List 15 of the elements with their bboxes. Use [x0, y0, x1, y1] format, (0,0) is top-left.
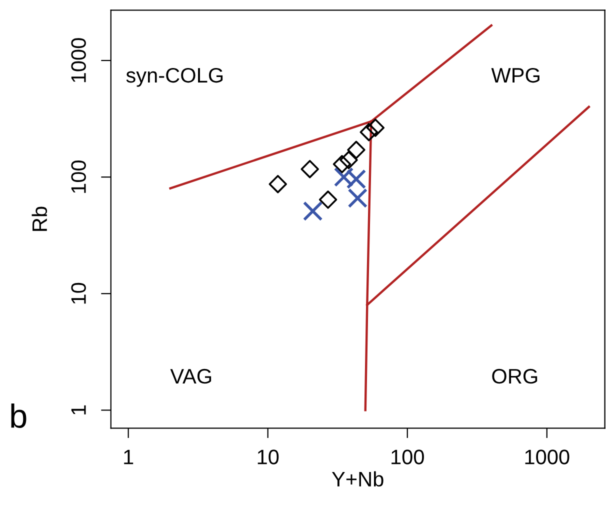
annotation: VAG [170, 368, 212, 384]
y-tick-label: 1 [71, 405, 86, 414]
x-tick-label: 10 [258, 450, 279, 464]
x-tick-label: 1000 [525, 450, 570, 464]
x-axis-title: Y+Nb [332, 471, 384, 487]
annotation: syn-COLG [126, 68, 223, 87]
annotation: ORG [492, 368, 538, 384]
y-tick-label: 1000 [71, 38, 86, 82]
y-tick-label: 10 [71, 282, 86, 304]
x-tick-label: 100 [392, 450, 424, 464]
x-tick-label: 1 [124, 450, 134, 464]
y-tick-label: 100 [71, 160, 86, 193]
text: b [11, 403, 26, 428]
y-axis-title: Rb [32, 206, 48, 231]
annotation: WPG [491, 68, 540, 83]
